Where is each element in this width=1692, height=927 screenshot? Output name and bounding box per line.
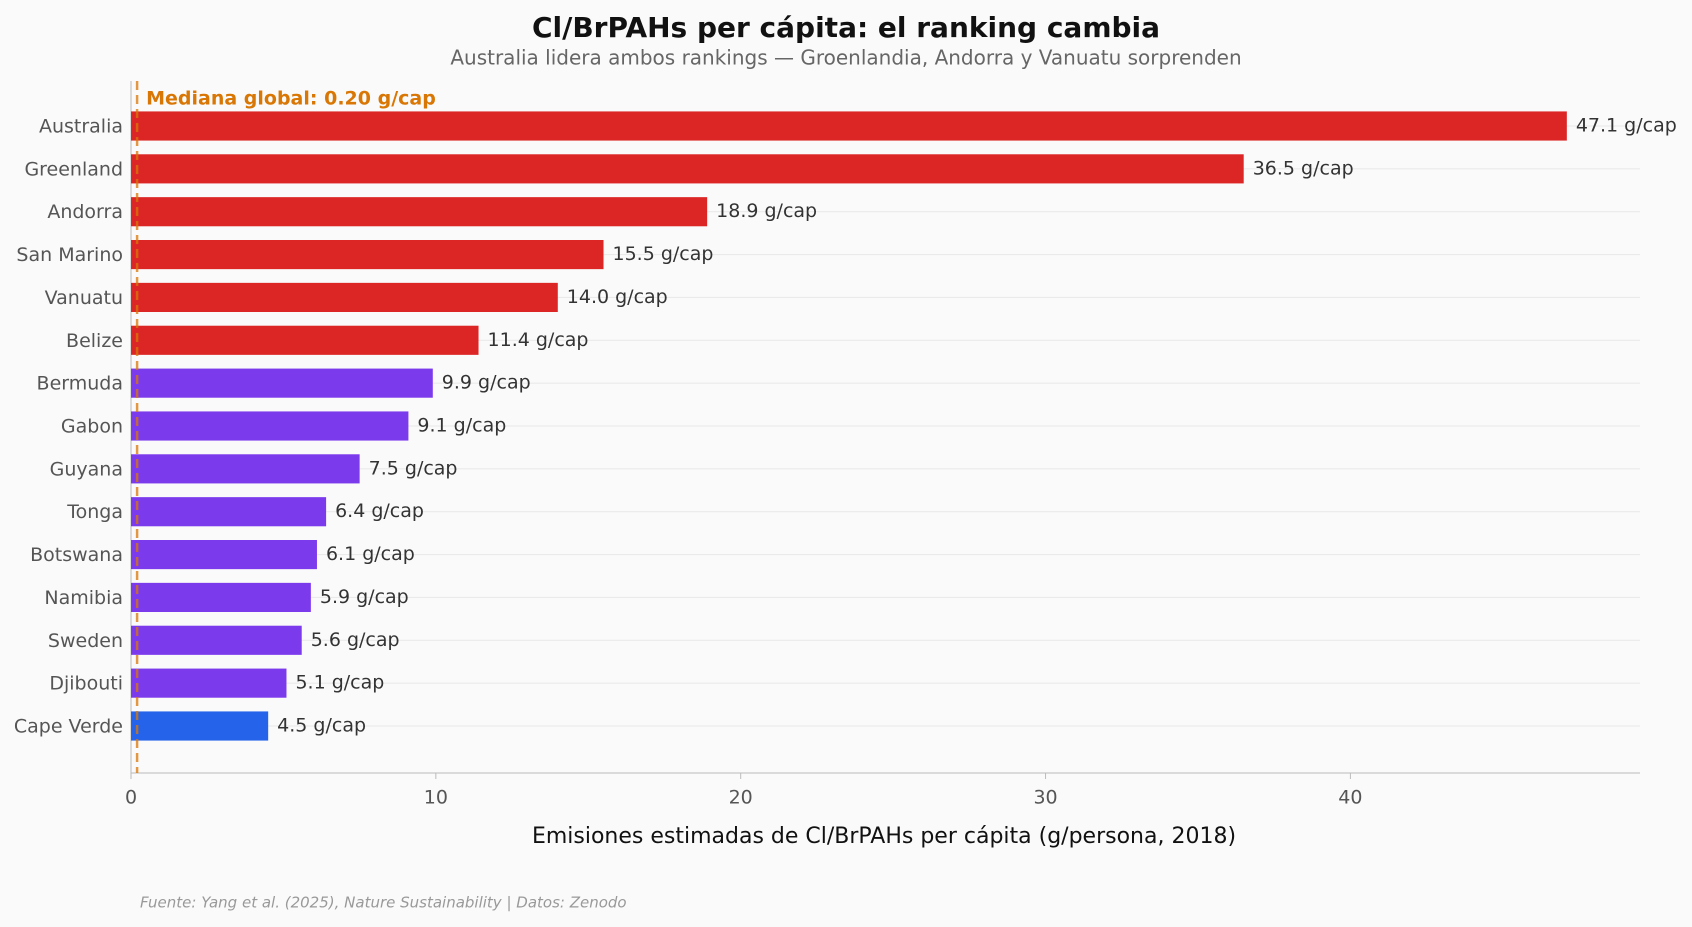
value-label: 5.6 g/cap [311,629,400,651]
value-label: 9.9 g/cap [442,372,531,394]
y-tick-label: Andorra [47,201,123,223]
bar [131,197,708,227]
y-tick-label: Greenland [24,158,123,180]
bar [131,625,302,655]
y-tick-label: Gabon [61,416,123,438]
x-tick-label: 40 [1338,787,1362,809]
y-tick-label: Djibouti [49,673,123,695]
y-tick-label: Botswana [30,544,123,566]
y-tick-label: Vanuatu [45,287,123,309]
y-tick-label: Australia [39,116,123,138]
value-label: 36.5 g/cap [1253,157,1354,179]
bar [131,582,311,612]
bar [131,111,1567,141]
value-label: 47.1 g/cap [1576,115,1677,137]
value-label: 11.4 g/cap [488,329,589,351]
x-axis-label: Emisiones estimadas de Cl/BrPAHs per cáp… [532,824,1236,849]
value-label: 14.0 g/cap [567,286,668,308]
x-tick-label: 0 [125,787,137,809]
chart-subtitle: Australia lidera ambos rankings — Groenl… [450,46,1241,70]
y-tick-label: Guyana [50,458,123,480]
y-tick-label: Belize [66,330,123,352]
bar [131,282,558,312]
value-label: 15.5 g/cap [613,243,714,265]
value-label: 7.5 g/cap [369,457,458,479]
bar [131,497,327,527]
bar [131,668,287,698]
reference-label: Mediana global: 0.20 g/cap [146,88,436,110]
y-tick-label: Cape Verde [14,716,123,738]
bar [131,711,269,741]
bar [131,411,409,441]
bar [131,540,317,570]
bar [131,454,360,484]
bar [131,240,604,270]
y-tick-label: Tonga [66,501,123,523]
value-label: 4.5 g/cap [277,715,366,737]
bar [131,368,433,398]
y-tick-label: San Marino [16,244,123,266]
x-tick-label: 20 [729,787,753,809]
y-tick-label: Bermuda [37,373,123,395]
source-note: Fuente: Yang et al. (2025), Nature Susta… [140,894,627,912]
value-label: 18.9 g/cap [716,200,817,222]
value-label: 6.4 g/cap [335,500,424,522]
value-label: 5.1 g/cap [295,672,384,694]
y-tick-label: Namibia [44,587,123,609]
value-label: 6.1 g/cap [326,543,415,565]
bar [131,154,1244,184]
value-label: 9.1 g/cap [417,415,506,437]
y-tick-label: Sweden [48,630,123,652]
chart-title: Cl/BrPAHs per cápita: el ranking cambia [532,11,1160,44]
x-tick-label: 10 [424,787,448,809]
bar [131,325,479,355]
value-label: 5.9 g/cap [320,586,409,608]
x-tick-label: 30 [1033,787,1057,809]
